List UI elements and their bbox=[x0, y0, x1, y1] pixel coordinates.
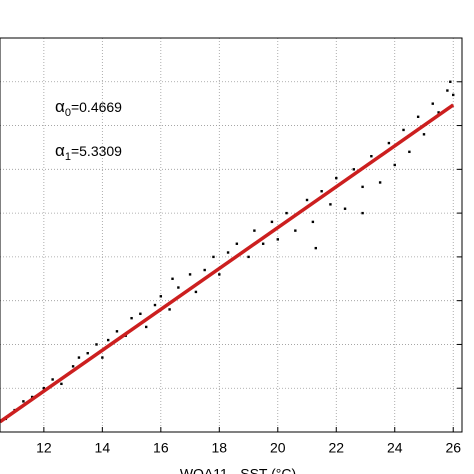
point bbox=[106, 338, 110, 342]
annotation-value: 0.4669 bbox=[79, 99, 122, 115]
point bbox=[285, 211, 288, 215]
point bbox=[171, 277, 174, 280]
point bbox=[335, 176, 338, 180]
point bbox=[235, 242, 239, 245]
point bbox=[449, 80, 452, 83]
point bbox=[305, 198, 309, 202]
point bbox=[408, 150, 411, 154]
point bbox=[261, 242, 265, 245]
point bbox=[378, 181, 382, 184]
point bbox=[253, 229, 256, 232]
point bbox=[153, 303, 157, 307]
annotation-symbol: α bbox=[55, 141, 65, 160]
point bbox=[203, 268, 206, 272]
point bbox=[177, 286, 180, 289]
point bbox=[361, 185, 364, 189]
point bbox=[86, 352, 89, 355]
plot-frame bbox=[0, 37, 463, 433]
point bbox=[101, 356, 104, 359]
point bbox=[145, 325, 148, 329]
point bbox=[188, 273, 192, 276]
point bbox=[212, 255, 215, 259]
point bbox=[77, 356, 81, 359]
point bbox=[437, 111, 440, 114]
point bbox=[218, 273, 221, 276]
point bbox=[446, 89, 449, 92]
point bbox=[370, 155, 373, 158]
x-tick-label: 18 bbox=[212, 440, 228, 456]
x-axis-label: WOA11 - SST (°C) bbox=[180, 466, 296, 474]
point bbox=[159, 295, 163, 298]
annotation-symbol: α bbox=[55, 97, 65, 116]
point bbox=[314, 246, 317, 250]
point bbox=[139, 312, 142, 315]
point bbox=[168, 308, 171, 311]
point bbox=[422, 133, 426, 136]
point bbox=[71, 365, 75, 368]
x-tick-label: 12 bbox=[36, 440, 52, 456]
point bbox=[95, 343, 98, 346]
x-tick-label: 14 bbox=[95, 440, 111, 456]
annotation: α1=5.3309 bbox=[55, 141, 122, 162]
annotation-sep: = bbox=[71, 143, 79, 159]
point bbox=[343, 207, 347, 210]
x-tick-label: 22 bbox=[328, 440, 344, 456]
point bbox=[393, 163, 396, 167]
point bbox=[194, 290, 198, 294]
point bbox=[416, 115, 420, 118]
x-tick-label: 26 bbox=[445, 440, 461, 456]
x-tick-label: 24 bbox=[387, 440, 403, 456]
x-tick-label: 16 bbox=[153, 440, 169, 456]
point bbox=[452, 93, 455, 97]
point bbox=[226, 251, 230, 254]
point bbox=[130, 316, 133, 320]
point bbox=[115, 330, 119, 333]
point bbox=[387, 141, 391, 145]
point bbox=[361, 211, 364, 215]
point bbox=[60, 382, 63, 386]
x-tick-label: 20 bbox=[270, 440, 286, 456]
point bbox=[431, 102, 434, 105]
annotation-sep: = bbox=[71, 99, 79, 115]
point bbox=[30, 395, 34, 399]
annotation-sub: 0 bbox=[65, 107, 71, 119]
point bbox=[22, 400, 25, 403]
point bbox=[247, 255, 250, 259]
annotation-value: 5.3309 bbox=[79, 143, 122, 159]
point bbox=[294, 229, 297, 232]
annotation-sub: 1 bbox=[65, 151, 71, 163]
point bbox=[311, 220, 315, 224]
point bbox=[329, 203, 332, 206]
point bbox=[270, 220, 274, 224]
fit-line bbox=[0, 103, 455, 424]
point bbox=[42, 387, 46, 390]
annotation: α0=0.4669 bbox=[55, 97, 122, 118]
point bbox=[320, 190, 323, 193]
point bbox=[352, 168, 356, 171]
point bbox=[402, 128, 405, 132]
point bbox=[51, 378, 54, 381]
point bbox=[276, 238, 279, 241]
